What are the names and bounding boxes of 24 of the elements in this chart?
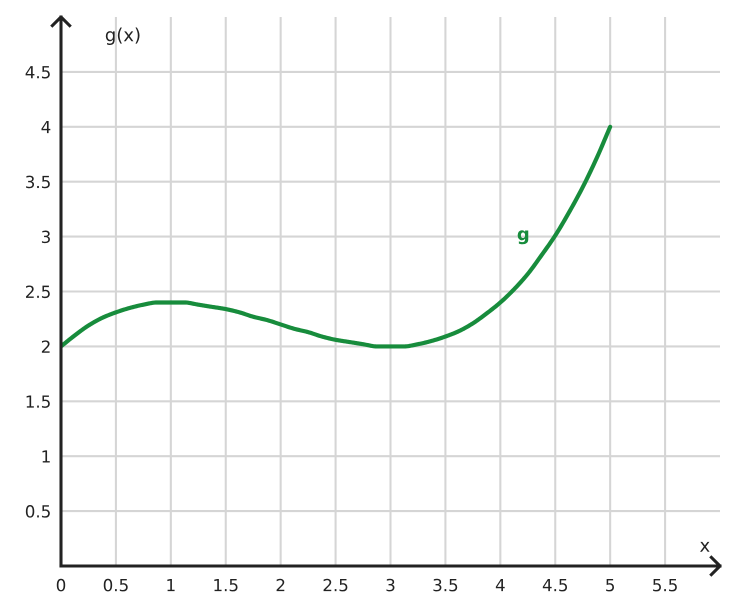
y-tick-label: 4.5 [26, 66, 50, 78]
y-tick-label: 0.5 [26, 505, 50, 518]
y-tick-label: 3.5 [26, 176, 50, 188]
y-tick-label: 2.5 [26, 285, 50, 298]
x-tick-label: 2 [276, 578, 284, 592]
x-tick-label: 4.5 [542, 579, 568, 592]
y-tick-label: 4 [41, 120, 50, 134]
y-tick-label: 2 [42, 340, 50, 353]
x-tick-label: 0 [56, 578, 66, 592]
x-tick-label: 5 [606, 579, 614, 592]
series-label: g [518, 230, 528, 244]
x-tick-label: 1.5 [214, 579, 238, 592]
x-axis-title: x [700, 542, 710, 552]
x-tick-label: 4 [496, 579, 505, 592]
x-tick-label: 3 [386, 578, 394, 592]
x-tick-label: 3.5 [433, 578, 458, 592]
x-tick-label: 5.5 [653, 579, 677, 592]
y-axis-title: g(x) [106, 28, 140, 45]
x-tick-label: 1 [167, 579, 175, 592]
y-tick-label: 3 [42, 230, 50, 244]
y-tick-label: 1.5 [26, 395, 50, 408]
y-tick-label: 1 [42, 450, 50, 463]
x-tick-label: 2.5 [324, 578, 348, 592]
x-tick-label: 0.5 [104, 578, 128, 592]
